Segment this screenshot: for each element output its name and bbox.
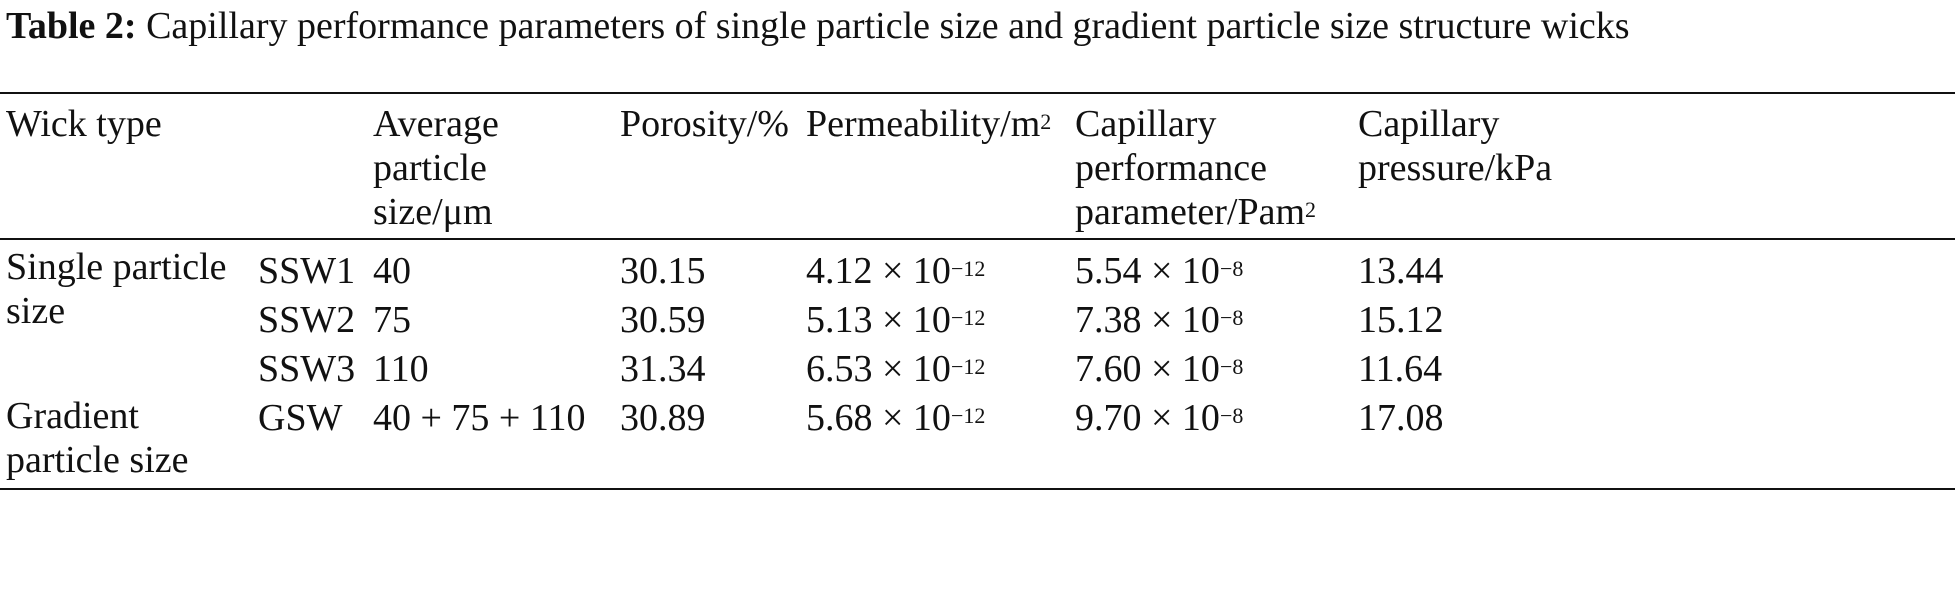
row1-size: 40	[373, 250, 411, 292]
row1-permeability: 4.12 × 10−12	[806, 250, 986, 292]
row2-porosity: 30.59	[620, 299, 706, 341]
group-gradient-line2: particle size	[6, 439, 189, 481]
header-porosity: Porosity/%	[620, 103, 789, 145]
row1-cap-perf: 5.54 × 10−8	[1075, 250, 1244, 292]
row4-cap-perf: 9.70 × 10−8	[1075, 397, 1244, 439]
group-single-line2: size	[6, 290, 66, 332]
row3-code: SSW3	[258, 348, 356, 390]
row2-size: 75	[373, 299, 411, 341]
header-rule	[0, 238, 1955, 240]
header-cap-perf-line2: performance	[1075, 147, 1267, 189]
group-single-line1: Single particle	[6, 246, 227, 288]
caption-label: Table 2:	[6, 5, 137, 47]
header-avg-size-line2: particle	[373, 147, 487, 189]
row1-pressure: 13.44	[1358, 250, 1444, 292]
caption-text: Capillary performance parameters of sing…	[146, 5, 1630, 47]
row1-code: SSW1	[258, 250, 356, 292]
row3-porosity: 31.34	[620, 348, 706, 390]
row4-pressure: 17.08	[1358, 397, 1444, 439]
row3-permeability: 6.53 × 10−12	[806, 348, 986, 390]
group-gradient-line1: Gradient	[6, 395, 139, 437]
row3-cap-perf: 7.60 × 10−8	[1075, 348, 1244, 390]
top-rule	[0, 92, 1955, 94]
row3-pressure: 11.64	[1358, 348, 1443, 390]
row4-permeability: 5.68 × 10−12	[806, 397, 986, 439]
row4-size: 40 + 75 + 110	[373, 397, 586, 439]
header-avg-size-line3: size/μm	[373, 191, 493, 233]
bottom-rule	[0, 488, 1955, 490]
header-cap-pressure-line2: pressure/kPa	[1358, 147, 1553, 189]
row2-code: SSW2	[258, 299, 356, 341]
row4-code: GSW	[258, 397, 343, 439]
header-wick-type: Wick type	[6, 103, 162, 145]
row2-cap-perf: 7.38 × 10−8	[1075, 299, 1244, 341]
row2-pressure: 15.12	[1358, 299, 1444, 341]
header-avg-size-line1: Average	[373, 103, 499, 145]
header-cap-perf-line3: parameter/Pam2	[1075, 191, 1317, 233]
row3-size: 110	[373, 348, 429, 390]
table-caption: Table 2: Capillary performance parameter…	[6, 2, 1951, 50]
header-permeability: Permeability/m2	[806, 103, 1052, 145]
header-cap-pressure-line1: Capillary	[1358, 103, 1500, 145]
row1-porosity: 30.15	[620, 250, 706, 292]
row2-permeability: 5.13 × 10−12	[806, 299, 986, 341]
header-cap-perf-line1: Capillary	[1075, 103, 1217, 145]
row4-porosity: 30.89	[620, 397, 706, 439]
